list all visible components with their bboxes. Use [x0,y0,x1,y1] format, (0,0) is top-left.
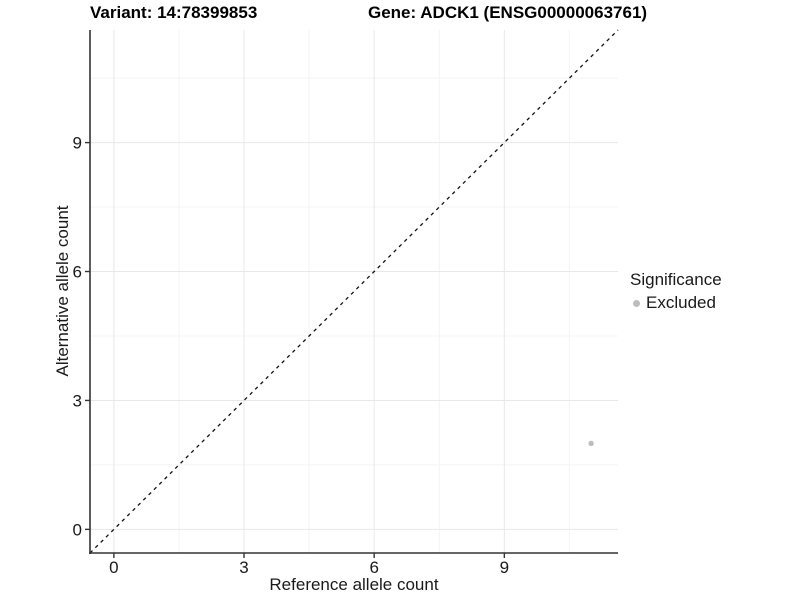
x-tick-label: 0 [109,558,118,577]
legend-item: Excluded [630,293,722,313]
legend: Significance Excluded [630,270,722,313]
y-tick-label: 6 [73,263,82,282]
identity-line [89,29,619,554]
y-tick-label: 9 [73,134,82,153]
y-axis-label: Alternative allele count [53,205,72,377]
x-tick-label: 6 [369,558,378,577]
legend-title: Significance [630,270,722,289]
plot-title-gene: Gene: ADCK1 (ENSG00000063761) [368,3,648,22]
x-tick-label: 3 [239,558,248,577]
x-tick-label: 9 [500,558,509,577]
x-axis-label: Reference allele count [269,575,439,594]
legend-dot-icon [633,299,640,307]
y-tick-label: 0 [73,520,82,539]
data-point [588,440,594,447]
plot-title-variant: Variant: 14:78399853 [90,3,258,22]
y-tick-label: 3 [73,391,82,410]
legend-item-label: Excluded [646,293,716,312]
